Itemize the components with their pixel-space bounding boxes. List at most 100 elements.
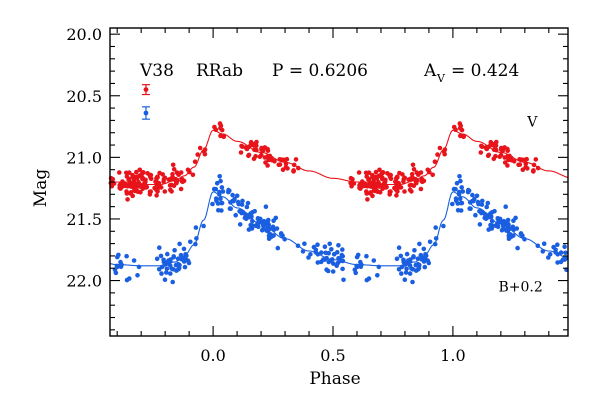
data-point — [274, 226, 280, 231]
data-point — [407, 183, 413, 188]
data-point — [470, 192, 475, 198]
data-point — [201, 149, 207, 154]
data-point — [507, 153, 512, 159]
data-point — [124, 189, 129, 194]
data-point — [216, 208, 221, 213]
data-point — [351, 181, 357, 186]
data-point — [157, 170, 162, 176]
data-point — [295, 243, 301, 249]
data-point — [293, 157, 299, 162]
data-point — [395, 189, 400, 194]
data-point — [377, 167, 382, 173]
data-point — [563, 250, 568, 256]
data-point — [409, 171, 415, 177]
data-point — [453, 198, 459, 204]
data-point — [415, 256, 421, 262]
data-point — [193, 241, 198, 247]
data-point — [269, 157, 275, 163]
data-point — [181, 246, 187, 252]
data-point — [245, 200, 251, 206]
data-point — [393, 176, 399, 181]
data-point — [218, 125, 223, 131]
data-point — [176, 267, 181, 272]
data-point — [457, 125, 463, 131]
data-point — [217, 189, 222, 195]
errorbar-point — [143, 87, 149, 92]
data-point — [214, 198, 219, 204]
data-point — [547, 252, 553, 257]
data-point — [373, 186, 378, 191]
data-point — [396, 180, 402, 186]
data-point — [423, 252, 428, 257]
data-point — [477, 222, 483, 227]
data-point — [178, 252, 184, 258]
data-point — [370, 172, 375, 178]
errorbar-v — [141, 84, 150, 96]
data-point — [253, 153, 258, 159]
data-point — [308, 252, 313, 257]
data-point — [187, 169, 192, 175]
data-point — [134, 169, 139, 175]
data-point — [499, 228, 505, 233]
data-point — [159, 271, 164, 276]
data-point — [340, 266, 345, 272]
data-point — [458, 200, 464, 206]
data-point — [373, 169, 379, 175]
data-point — [249, 226, 255, 231]
data-point — [114, 263, 120, 269]
x-tick-label: 0.5 — [320, 346, 345, 365]
data-point — [178, 186, 184, 192]
data-point — [418, 252, 424, 258]
data-point — [282, 237, 288, 242]
data-point — [124, 253, 129, 259]
data-point — [398, 253, 404, 259]
axis-ticks — [110, 28, 568, 336]
y-tick-label: 21.0 — [66, 148, 102, 167]
data-point — [125, 197, 130, 202]
data-point — [498, 152, 504, 158]
data-point — [154, 193, 159, 198]
data-point — [416, 267, 421, 272]
data-point — [120, 182, 125, 188]
data-point — [435, 152, 440, 157]
data-point — [253, 147, 259, 152]
data-point — [485, 213, 490, 218]
data-point — [291, 168, 296, 173]
data-point — [262, 145, 268, 150]
data-point — [140, 170, 146, 175]
data-point — [401, 176, 407, 182]
data-point — [212, 124, 217, 130]
data-point — [394, 256, 400, 262]
data-point — [283, 161, 289, 167]
data-point — [486, 152, 492, 158]
data-point — [467, 206, 473, 211]
data-point — [300, 249, 306, 254]
data-point — [152, 185, 157, 191]
data-point — [401, 257, 406, 263]
data-point — [399, 271, 404, 276]
data-point — [330, 269, 336, 274]
data-point — [190, 172, 196, 178]
data-point — [377, 190, 383, 195]
data-point — [244, 146, 250, 152]
data-point — [478, 150, 484, 155]
data-point — [457, 196, 463, 201]
data-point — [357, 185, 362, 191]
data-point — [339, 252, 345, 258]
data-point — [170, 171, 175, 177]
data-point — [417, 262, 422, 268]
data-point — [407, 271, 413, 276]
data-point — [221, 134, 226, 140]
data-point — [262, 155, 268, 160]
data-point — [182, 264, 188, 270]
data-point — [220, 189, 226, 194]
data-point — [239, 202, 245, 207]
series-label-b: B+0.2 — [498, 280, 542, 296]
data-point — [376, 182, 381, 187]
data-point — [451, 124, 457, 130]
data-point — [540, 249, 546, 254]
data-point — [183, 252, 188, 257]
data-point — [558, 250, 564, 255]
data-point — [368, 190, 374, 195]
data-point — [502, 155, 508, 160]
